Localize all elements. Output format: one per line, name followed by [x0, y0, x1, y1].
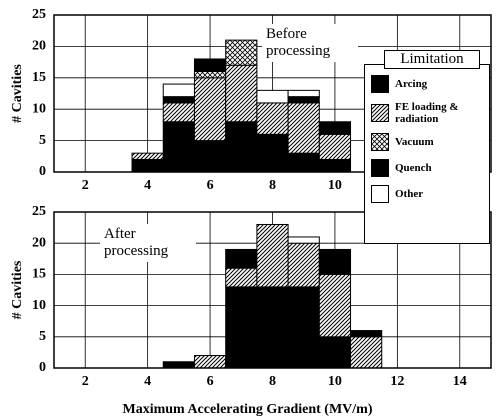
x-tick-label: 4 — [144, 178, 151, 193]
legend-label: Other — [395, 188, 424, 200]
y-tick-label: 20 — [32, 39, 46, 54]
swatch-rect — [372, 76, 388, 92]
bar-segment — [350, 336, 383, 369]
x-tick-label: 6 — [207, 178, 214, 193]
bar-segment — [225, 267, 258, 288]
bar-segment — [287, 102, 320, 154]
bar-segment — [256, 133, 289, 173]
legend-label: Vacuum — [395, 136, 434, 148]
y-tick-label: 0 — [39, 164, 46, 179]
legend: Arcing FE loading & radiation Vacuum Quench… — [364, 64, 490, 244]
swatch-fill — [372, 76, 388, 92]
bar-segment — [225, 286, 258, 369]
swatch-rect — [372, 134, 388, 150]
x-axis-label: Maximum Accelerating Gradient (MV/m) — [123, 402, 373, 417]
bar-segment — [193, 355, 227, 369]
x-tick-label: 4 — [144, 374, 151, 389]
legend-label: Quench — [395, 162, 432, 174]
x-tick-label: 12 — [390, 374, 404, 389]
x-tick-label: 6 — [207, 374, 214, 389]
legend-label: FE loading & radiation — [395, 101, 459, 125]
plot-frame — [53, 14, 492, 173]
y-axis-label: # Cavities — [10, 260, 25, 319]
swatch-fill — [372, 134, 388, 150]
x-tick-label: 2 — [82, 374, 89, 389]
y-tick-label: 25 — [32, 204, 46, 219]
bar-segment — [162, 102, 195, 123]
bar-segment — [318, 121, 352, 135]
bar-segment — [350, 330, 383, 338]
legend-swatch — [371, 104, 389, 122]
y-tick-label: 15 — [32, 70, 46, 85]
swatch-fill — [372, 186, 388, 202]
bar-segment — [162, 96, 195, 104]
plot-frame — [53, 211, 492, 369]
bar-segment — [193, 71, 227, 79]
legend-swatch — [371, 133, 389, 151]
legend-entry: FE loading & radiation — [371, 101, 485, 125]
y-tick-label: 5 — [39, 329, 46, 344]
bar-segment — [225, 121, 258, 173]
swatch-rect — [372, 186, 388, 202]
x-tick-label: 10 — [328, 178, 342, 193]
bar-segment — [193, 58, 227, 73]
legend-entry: Vacuum — [371, 133, 485, 151]
bar-segment — [193, 77, 227, 142]
bar-segment — [225, 248, 258, 269]
bar-segment — [318, 248, 352, 275]
bar-segment — [131, 152, 164, 160]
bar-segment — [225, 39, 258, 66]
x-tick-label: 8 — [269, 374, 276, 389]
swatch-rect — [372, 160, 388, 176]
legend-swatch — [371, 75, 389, 93]
legend-entry: Arcing — [371, 75, 485, 93]
bar-segment — [287, 236, 320, 244]
bar-segment — [162, 121, 195, 173]
x-tick-label: 10 — [328, 374, 342, 389]
bar-segment — [193, 140, 227, 173]
y-tick-label: 20 — [32, 235, 46, 250]
y-tick-label: 25 — [32, 7, 46, 22]
swatch-fill — [372, 105, 388, 121]
annotation: After processing — [100, 224, 196, 262]
bar-segment — [318, 336, 352, 369]
bar-segment — [318, 273, 352, 338]
annotation: Before processing — [262, 24, 358, 62]
legend-entry: Quench — [371, 159, 485, 177]
bar-segment — [162, 83, 195, 98]
bar-segment — [287, 96, 320, 104]
bar-segment — [287, 242, 320, 288]
y-tick-label: 15 — [32, 267, 46, 282]
bar-segment — [318, 133, 352, 160]
bar-segment — [256, 102, 289, 135]
bar-segment — [287, 152, 320, 173]
y-tick-label: 0 — [39, 360, 46, 375]
bar-segment — [256, 223, 289, 288]
swatch-fill — [372, 160, 388, 176]
y-tick-label: 10 — [32, 298, 46, 313]
bar-segment — [225, 64, 258, 123]
bar-segment — [318, 158, 352, 173]
x-tick-label: 14 — [453, 374, 467, 389]
bar-segment — [256, 286, 289, 369]
y-tick-label: 10 — [32, 101, 46, 116]
legend-label: Arcing — [395, 78, 428, 90]
legend-title: Limitation — [384, 50, 480, 69]
legend-swatch — [371, 185, 389, 203]
legend-entry: Other — [371, 185, 485, 203]
y-tick-label: 5 — [39, 133, 46, 148]
bar-segment — [162, 361, 195, 369]
bar-segment — [131, 158, 164, 173]
swatch-rect — [372, 105, 388, 121]
y-axis-label: # Cavities — [10, 64, 25, 123]
bar-segment — [287, 286, 320, 369]
bar-segment — [256, 89, 289, 104]
legend-swatch — [371, 159, 389, 177]
bar-segment — [287, 89, 320, 98]
x-tick-label: 8 — [269, 178, 276, 193]
x-tick-label: 2 — [82, 178, 89, 193]
